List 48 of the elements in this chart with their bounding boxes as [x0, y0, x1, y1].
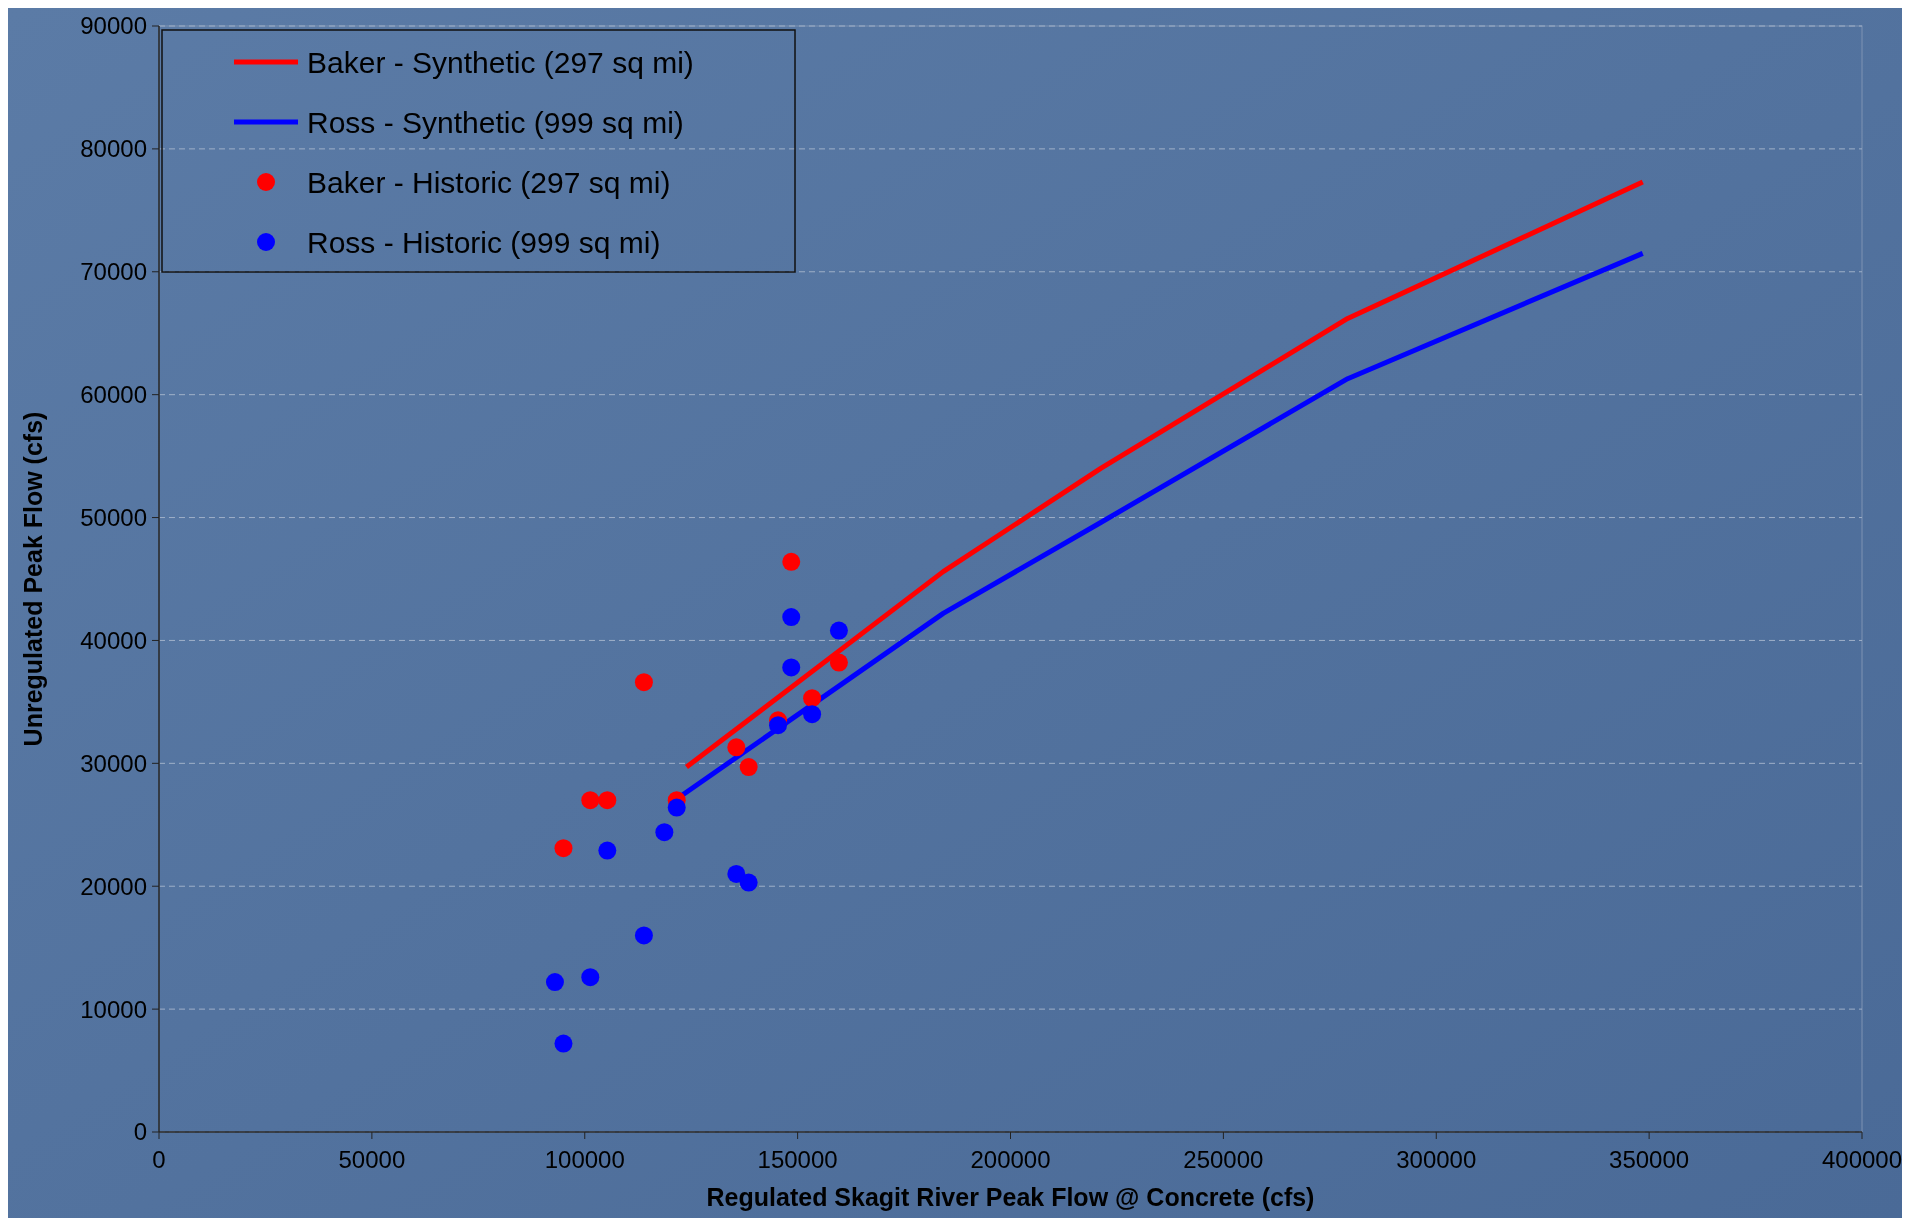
point — [829, 653, 848, 672]
y-tick-label: 60000 — [80, 381, 147, 409]
x-tick-label: 250000 — [1183, 1146, 1264, 1173]
legend-label: Ross - Synthetic (999 sq mi) — [307, 105, 684, 139]
point — [581, 968, 600, 987]
point — [727, 864, 746, 883]
x-tick-label: 400000 — [1821, 1146, 1903, 1173]
x-tick-label: 150000 — [757, 1146, 838, 1173]
point — [769, 716, 788, 735]
point — [829, 621, 848, 640]
point — [634, 926, 653, 945]
y-tick-label: 30000 — [80, 749, 147, 777]
point — [554, 839, 573, 858]
point — [554, 1034, 573, 1053]
point — [782, 552, 801, 571]
point — [655, 823, 674, 842]
point — [598, 841, 617, 860]
y-tick-label: 90000 — [80, 12, 147, 40]
x-tick-label: 200000 — [970, 1146, 1051, 1173]
point — [803, 689, 822, 708]
point — [782, 658, 801, 677]
y-tick-label: 70000 — [80, 258, 147, 286]
y-tick-label: 0 — [133, 1118, 147, 1146]
point — [739, 873, 758, 892]
x-axis-title: Regulated Skagit River Peak Flow @ Concrete (cfs) — [706, 1183, 1315, 1211]
x-tick-label: 100000 — [544, 1146, 625, 1173]
x-tick-label: 350000 — [1609, 1146, 1690, 1173]
y-tick-label: 50000 — [80, 503, 147, 531]
point — [739, 758, 758, 777]
point — [598, 791, 617, 810]
y-tick-label: 10000 — [80, 995, 147, 1023]
point — [782, 608, 801, 627]
point — [667, 798, 686, 817]
point — [803, 705, 822, 724]
y-tick-label: 20000 — [80, 872, 147, 900]
x-tick-label: 300000 — [1396, 1146, 1477, 1173]
legend-label: Ross - Historic (999 sq mi) — [307, 225, 661, 259]
y-axis-title: Unregulated Peak Flow (cfs) — [19, 411, 47, 747]
legend-label: Baker - Historic (297 sq mi) — [307, 165, 671, 199]
point — [634, 673, 653, 692]
y-tick-label: 80000 — [80, 135, 147, 163]
x-tick-label: 50000 — [338, 1146, 406, 1173]
x-tick-label: 0 — [152, 1146, 166, 1173]
y-tick-label: 40000 — [80, 626, 147, 654]
legend-label: Baker - Synthetic (297 sq mi) — [307, 45, 694, 79]
point — [581, 791, 600, 810]
point — [727, 738, 746, 757]
point — [545, 973, 564, 992]
